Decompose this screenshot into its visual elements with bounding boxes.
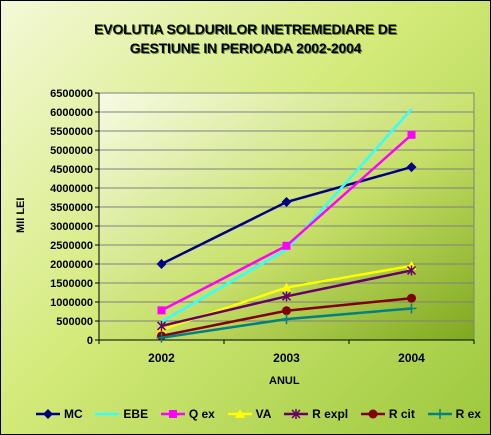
data-point-q-ex (282, 241, 291, 250)
data-point-q-ex (407, 130, 416, 139)
legend-item-r-cit: R cit (360, 407, 415, 421)
legend-marker (234, 409, 245, 418)
legend-item-q-ex: Q ex (160, 407, 215, 421)
legend-item-ebe: EBE (94, 407, 148, 421)
legend-marker (368, 409, 378, 419)
legend: MC EBE Q ex VA R expl R cit R ex (35, 405, 481, 423)
legend-marker (168, 410, 177, 418)
plot-area (98, 92, 475, 341)
data-point-r-expl (156, 320, 167, 331)
chart-title-line-1: EVOLUTIA SOLDURILOR INETREMEDIARE DE (94, 21, 397, 37)
legend-swatch (360, 409, 385, 419)
legend-marker (291, 409, 301, 419)
legend-item-r-ex: R ex (427, 407, 481, 421)
data-point-mc (281, 197, 292, 208)
legend-label: MC (64, 407, 83, 421)
legend-label: R expl (312, 407, 349, 421)
legend-label: R cit (388, 407, 415, 421)
y-tick-label: 2000000 (50, 259, 93, 271)
series-mc (156, 162, 417, 269)
legend-label: EBE (123, 407, 149, 421)
y-tick-label: 500000 (56, 316, 93, 328)
legend-item-r-expl: R expl (283, 407, 348, 421)
legend-label: Q ex (188, 407, 215, 421)
data-point-r-ex (281, 314, 292, 325)
y-axis-title: MII LEI (15, 197, 27, 233)
y-tick-label: 3500000 (50, 202, 93, 214)
y-tick-label: 5500000 (50, 126, 93, 138)
data-point-q-ex (157, 306, 166, 315)
legend-item-va: VA (227, 407, 272, 421)
data-point-r-ex (156, 332, 167, 343)
legend-swatch (427, 409, 452, 419)
legend-swatch (284, 409, 309, 419)
series-r-ex (156, 303, 417, 343)
legend-swatch (160, 410, 185, 418)
data-point-r-cit (407, 293, 416, 303)
y-tick-label: 6000000 (50, 107, 93, 119)
x-tick-label: 2003 (273, 351, 300, 365)
legend-marker (43, 409, 53, 419)
data-point-r-ex (406, 303, 417, 314)
data-point-mc (406, 162, 417, 173)
x-tick-label: 2004 (398, 351, 425, 365)
y-tick-label: 4500000 (50, 164, 93, 176)
y-tick-label: 5000000 (50, 145, 93, 157)
legend-swatch (36, 409, 60, 419)
y-tick-label: 4000000 (50, 183, 93, 195)
data-point-r-expl (281, 291, 292, 302)
series-r-expl (156, 265, 417, 331)
data-point-va (281, 282, 292, 292)
data-point-mc (156, 259, 167, 269)
legend-label: VA (255, 407, 272, 421)
y-tick-label: 1000000 (50, 297, 93, 309)
legend-swatch (95, 412, 120, 416)
legend-marker (434, 409, 445, 419)
x-tick-label: 2002 (148, 351, 175, 365)
x-axis-title: ANUL (269, 375, 300, 387)
y-tick-label: 1500000 (50, 278, 93, 290)
y-tick-label: 0 (87, 335, 93, 347)
data-point-r-expl (406, 265, 417, 276)
y-tick-label: 2500000 (50, 240, 93, 252)
chart-plot: 0 500000 1000000 1500000 2000000 2500000 30000… (50, 88, 475, 365)
chart-title-line-2: GESTIUNE IN PERIOADA 2002-2004 (129, 40, 362, 56)
y-tick-label: 6500000 (50, 88, 93, 100)
legend-label: R ex (455, 407, 481, 421)
legend-swatch (227, 409, 252, 418)
series-q-ex (157, 130, 416, 315)
legend-item-mc: MC (35, 407, 83, 421)
y-tick-label: 3000000 (50, 221, 93, 233)
data-point-r-cit (282, 306, 291, 316)
